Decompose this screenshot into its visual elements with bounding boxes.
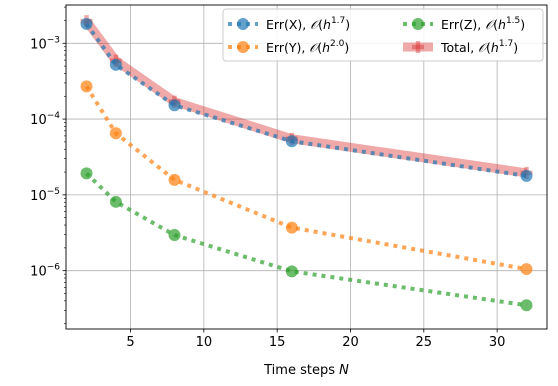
legend-order-close: ): [345, 17, 350, 32]
x-tick-label: 25: [416, 335, 433, 350]
series-err-x: [80, 17, 533, 182]
legend-label: Err(Z), 𝒪(h1.5): [441, 16, 525, 32]
legend-series-name: Total,: [440, 40, 478, 55]
data-point: [109, 58, 122, 71]
legend-order-symbol: 𝒪: [485, 17, 496, 32]
x-tick-label: 30: [489, 335, 506, 350]
plot-frame: [65, 4, 548, 330]
y-tick-base: 10: [30, 189, 47, 204]
data-point: [80, 80, 93, 93]
legend-order-open: (: [486, 40, 491, 55]
legend-order-exponent: 1.7: [331, 16, 345, 26]
series-err-y: [80, 80, 533, 276]
legend-series-name: Err(Y),: [266, 40, 309, 55]
data-point: [520, 299, 533, 312]
data-point: [168, 229, 181, 242]
legend-order-h: h: [322, 40, 330, 55]
data-point: [285, 221, 298, 234]
series-line: [84, 85, 527, 272]
legend-label: Err(Y), 𝒪(h2.0): [266, 39, 349, 55]
legend-series-name: Err(X),: [266, 17, 310, 32]
x-tick-label: 15: [269, 335, 286, 350]
legend-marker: [412, 18, 424, 30]
y-tick-label: 10−4: [30, 111, 60, 128]
y-tick-exponent: −4: [47, 111, 61, 121]
legend-order-symbol: 𝒪: [478, 40, 489, 55]
legend-box: [222, 8, 544, 62]
data-point: [285, 135, 298, 148]
x-label-text: Time steps: [263, 363, 339, 378]
legend: Err(X), 𝒪(h1.7)Err(Y), 𝒪(h2.0)Err(Z), 𝒪(…: [222, 8, 544, 62]
y-tick-exponent: −6: [47, 263, 61, 273]
x-tick-label: 20: [342, 335, 359, 350]
legend-order-close: ): [344, 40, 349, 55]
data-point: [109, 127, 122, 140]
x-tick-label: 10: [196, 335, 213, 350]
data-point: [80, 17, 93, 30]
y-tick-exponent: −3: [47, 35, 60, 45]
legend-label: Err(X), 𝒪(h1.7): [266, 16, 350, 32]
legend-order-close: ): [520, 17, 525, 32]
y-tick-base: 10: [30, 113, 47, 128]
legend-order-open: (: [493, 17, 498, 32]
legend-entry: Err(Z), 𝒪(h1.5): [403, 16, 525, 32]
y-tick-label: 10−5: [30, 187, 60, 204]
legend-entry: Err(Y), 𝒪(h2.0): [228, 39, 349, 55]
legend-order-symbol: 𝒪: [309, 40, 320, 55]
legend-order-open: (: [317, 40, 322, 55]
data-point: [520, 169, 533, 182]
legend-order-symbol: 𝒪: [310, 17, 321, 32]
legend-entry: Total, 𝒪(h1.7): [403, 39, 518, 55]
legend-order-h: h: [323, 17, 331, 32]
legend-order-h: h: [491, 40, 499, 55]
legend-order-exponent: 2.0: [330, 39, 345, 49]
legend-order-close: ): [513, 40, 518, 55]
series-group: [80, 15, 533, 312]
legend-series-name: Err(Z),: [441, 17, 485, 32]
legend-order-exponent: 1.7: [499, 39, 513, 49]
legend-entry: Err(X), 𝒪(h1.7): [228, 16, 350, 32]
series-err-z: [80, 167, 533, 312]
data-point: [285, 265, 298, 278]
x-tick-label: 5: [126, 335, 134, 350]
y-tick-label: 10−6: [30, 263, 60, 280]
y-tick-base: 10: [30, 265, 47, 280]
legend-label: Total, 𝒪(h1.7): [440, 39, 518, 55]
legend-marker: [237, 18, 249, 30]
legend-order-h: h: [498, 17, 506, 32]
y-tick-exponent: −5: [47, 187, 60, 197]
data-point: [520, 263, 533, 276]
data-point: [168, 99, 181, 112]
data-point: [109, 195, 122, 208]
x-label-variable: N: [339, 363, 349, 378]
y-tick-label: 10−3: [30, 35, 60, 52]
y-tick-base: 10: [30, 37, 47, 52]
legend-order-exponent: 1.5: [506, 16, 520, 26]
data-point: [80, 167, 93, 180]
x-axis-label: Time steps N: [263, 363, 349, 378]
legend-marker: [237, 41, 249, 53]
data-point: [168, 173, 181, 186]
legend-order-open: (: [318, 17, 323, 32]
